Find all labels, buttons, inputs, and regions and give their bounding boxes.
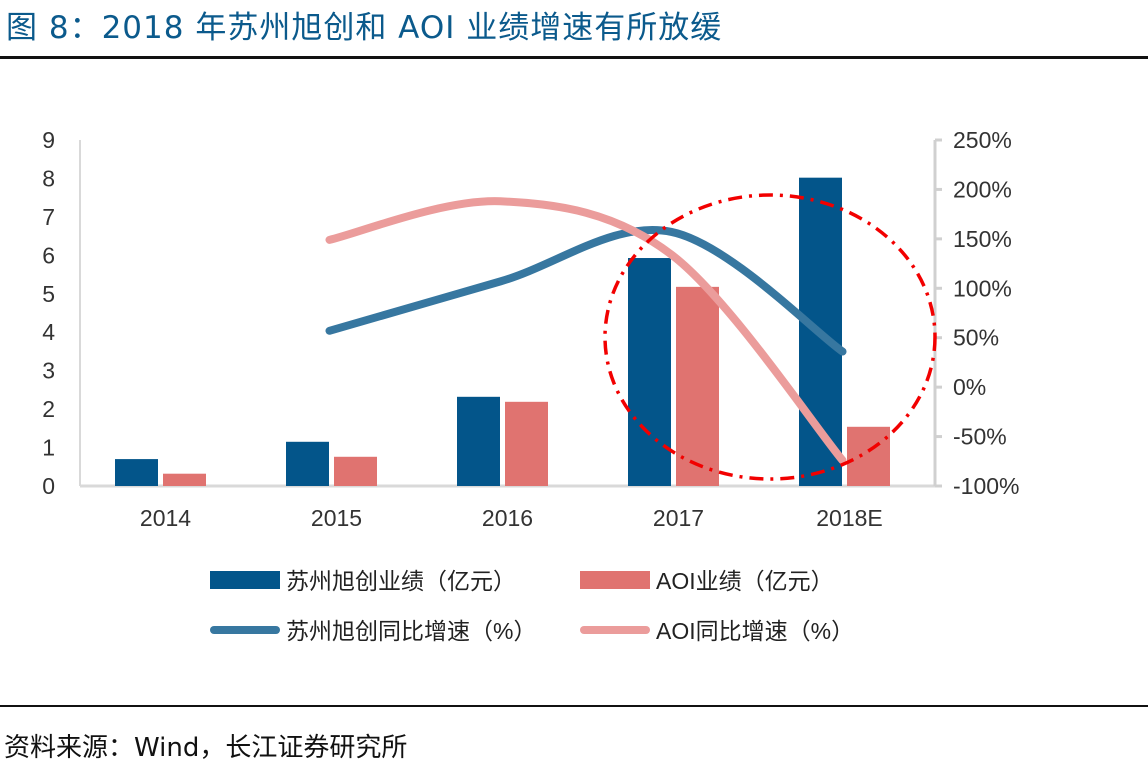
legend-label: 苏州旭创业绩（亿元） [286,568,516,594]
right-tick-label: -100% [953,473,1019,499]
legend-label: AOI业绩（亿元） [656,568,834,594]
title-rule [0,56,1148,59]
legend-swatch [580,571,650,589]
bar-xuchuang [286,441,329,486]
right-tick-label: 200% [953,176,1012,202]
bar-aoi [505,401,548,486]
right-tick-label: -50% [953,424,1007,450]
bar-aoi [163,473,206,486]
left-tick-label: 6 [42,242,55,268]
line-aoi-growth [325,197,847,465]
x-tick-label: 2015 [311,505,362,531]
source-note: 资料来源：Wind，长江证券研究所 [4,733,408,763]
line-xuchuang-growth [325,226,847,356]
right-tick-label: 0% [953,374,986,400]
legend-label: 苏州旭创同比增速（%） [286,618,536,644]
left-tick-label: 7 [42,204,55,230]
left-tick-label: 1 [42,435,55,461]
legend-swatch [210,571,280,589]
right-tick-label: 50% [953,325,999,351]
bar-xuchuang [115,459,158,486]
right-tick-label: 100% [953,275,1012,301]
left-tick-label: 9 [42,127,55,153]
chart: 0 1 2 3 4 5 6 7 8 9 -100% -50% 0% 50% 100% 150% 200% 250%… [42,127,1019,644]
left-tick-label: 2 [42,396,55,422]
left-tick-label: 8 [42,165,55,191]
bar-aoi [847,426,890,486]
left-tick-label: 4 [42,319,55,345]
figure-title: 图 8：2018 年苏州旭创和 AOI 业绩增速有所放缓 [6,10,723,46]
x-tick-label: 2016 [482,505,533,531]
left-tick-label: 3 [42,358,55,384]
left-tick-label: 0 [42,473,55,499]
bar-xuchuang [628,258,671,486]
x-tick-label: 2017 [653,505,704,531]
x-tick-label: 2014 [140,505,191,531]
highlight-ellipse [603,193,937,481]
x-tick-label: 2018E [816,505,883,531]
legend-label: AOI同比增速（%） [656,618,854,644]
right-tick-label: 150% [953,226,1012,252]
bar-aoi [334,456,377,486]
bar-aoi [676,286,719,486]
right-tick-label: 250% [953,127,1012,153]
footer-rule [0,705,1148,707]
bar-xuchuang [457,396,500,486]
left-tick-label: 5 [42,281,55,307]
